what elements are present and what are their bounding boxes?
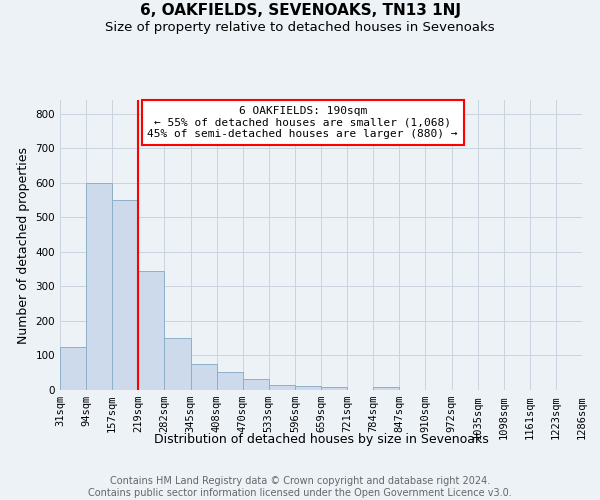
Bar	[60, 347, 86, 390]
Text: Size of property relative to detached houses in Sevenoaks: Size of property relative to detached ho…	[105, 21, 495, 34]
Bar	[217, 372, 243, 390]
Bar	[164, 338, 191, 390]
Bar	[139, 271, 164, 390]
Bar	[86, 183, 112, 390]
Text: 6 OAKFIELDS: 190sqm
← 55% of detached houses are smaller (1,068)
45% of semi-det: 6 OAKFIELDS: 190sqm ← 55% of detached ho…	[148, 106, 458, 139]
Bar	[269, 385, 295, 390]
Bar	[321, 387, 347, 390]
Y-axis label: Number of detached properties: Number of detached properties	[17, 146, 30, 344]
Text: 6, OAKFIELDS, SEVENOAKS, TN13 1NJ: 6, OAKFIELDS, SEVENOAKS, TN13 1NJ	[139, 2, 461, 18]
Bar	[243, 379, 269, 390]
Bar	[373, 387, 400, 390]
Bar	[112, 200, 139, 390]
Text: Distribution of detached houses by size in Sevenoaks: Distribution of detached houses by size …	[154, 432, 488, 446]
Text: Contains HM Land Registry data © Crown copyright and database right 2024.
Contai: Contains HM Land Registry data © Crown c…	[88, 476, 512, 498]
Bar	[295, 386, 321, 390]
Bar	[191, 364, 217, 390]
